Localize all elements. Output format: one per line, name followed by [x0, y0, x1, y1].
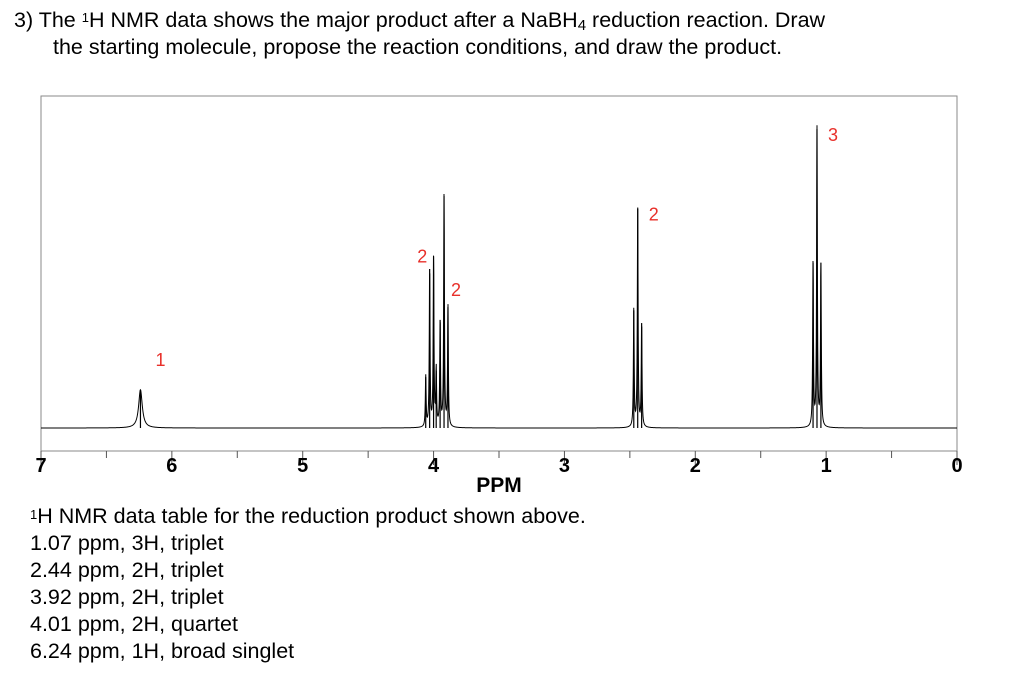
x-tick-label: 3: [559, 455, 570, 477]
x-tick-label: 1: [821, 455, 832, 477]
integration-label: 2: [451, 280, 461, 300]
question-number: 3): [14, 8, 34, 32]
x-tick-label: 2: [690, 455, 701, 477]
x-tick-label: 5: [297, 455, 308, 477]
x-axis: 7 6 5 4 3 2 1 0: [35, 451, 963, 477]
superscript-one: 1: [81, 10, 89, 25]
question-part2: H NMR data shows the major product after…: [88, 8, 578, 32]
integration-labels: 1 2 2 2 3: [155, 125, 838, 370]
subscript-four: 4: [577, 17, 587, 34]
table-title-superscript: 1: [30, 507, 38, 522]
table-row: 1.07 ppm, 3H, triplet: [30, 531, 224, 555]
integration-label: 2: [649, 205, 659, 225]
nmr-data-table: 1H NMR data table for the reduction prod…: [30, 503, 586, 665]
x-axis-label: PPM: [476, 474, 522, 497]
table-row: 4.01 ppm, 2H, quartet: [30, 612, 238, 636]
integration-label: 1: [155, 350, 165, 370]
question-text: 3) The 1H NMR data shows the major produ…: [14, 8, 1004, 59]
nmr-spectrum-chart: 7 6 5 4 3 2 1 0 1 2 2 2 3 PPM: [35, 95, 963, 497]
x-tick-label: 0: [951, 455, 962, 477]
spectrum-trace: [41, 125, 957, 429]
integration-label: 2: [417, 246, 427, 266]
table-title: 1H NMR data table for the reduction prod…: [30, 503, 586, 530]
x-tick-label: 4: [428, 455, 440, 477]
peak-layer: [41, 125, 957, 429]
table-title-text: H NMR data table for the reduction produ…: [37, 504, 586, 528]
question-part3: reduction reaction. Draw: [586, 8, 826, 32]
table-row: 3.92 ppm, 2H, triplet: [30, 585, 224, 609]
integration-label: 3: [828, 125, 838, 145]
x-tick-label: 7: [35, 455, 46, 477]
x-tick-label: 6: [166, 455, 177, 477]
question-part1: The: [38, 8, 82, 32]
table-row: 6.24 ppm, 1H, broad singlet: [30, 639, 295, 663]
table-row: 2.44 ppm, 2H, triplet: [30, 558, 224, 582]
question-line2: the starting molecule, propose the react…: [53, 35, 783, 59]
